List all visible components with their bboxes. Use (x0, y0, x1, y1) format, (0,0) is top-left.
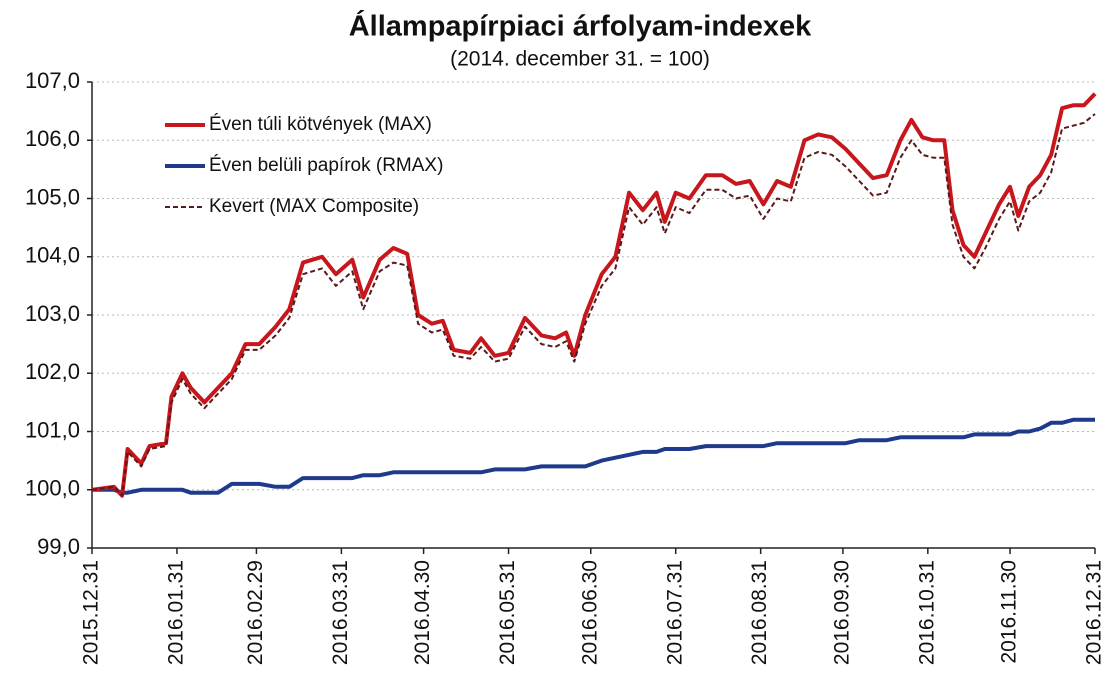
y-tick-label: 102,0 (25, 359, 80, 384)
x-tick-label: 2016.01.31 (165, 560, 188, 665)
x-tick-label: 2016.06.30 (578, 560, 601, 665)
y-tick-label: 106,0 (25, 126, 80, 151)
x-tick-label: 2015.12.31 (80, 560, 103, 665)
x-tick-label: 2016.04.30 (411, 560, 434, 665)
x-tick-label: 2016.05.31 (496, 560, 519, 665)
legend-label: Éven belüli papírok (RMAX) (209, 155, 443, 176)
y-tick-label: 101,0 (25, 417, 80, 442)
y-tick-label: 99,0 (37, 534, 80, 559)
x-tick-label: 2016.07.31 (663, 560, 686, 665)
y-tick-label: 105,0 (25, 184, 80, 209)
series-line (91, 113, 1096, 497)
x-tick-label: 2016.03.31 (329, 560, 352, 665)
series-line (91, 92, 1097, 498)
x-tick-label: 2016.11.30 (998, 560, 1021, 664)
y-tick-label: 103,0 (25, 301, 80, 326)
y-tick-label: 107,0 (25, 68, 80, 93)
x-tick-label: 2016.02.29 (244, 560, 267, 665)
series-line (92, 417, 1095, 495)
x-tick-label: 2016.08.31 (748, 560, 771, 665)
legend-label: Éven túli kötvények (MAX) (209, 114, 432, 135)
y-tick-label: 100,0 (25, 476, 80, 501)
legend-label: Kevert (MAX Composite) (209, 196, 419, 217)
x-tick-label: 2016.12.31 (1083, 560, 1106, 665)
chart-subtitle: (2014. december 31. = 100) (450, 48, 710, 71)
x-tick-label: 2016.10.31 (915, 560, 938, 665)
chart-title: Állampapírpiaci árfolyam-indexek (349, 9, 812, 43)
y-tick-label: 104,0 (25, 243, 80, 268)
x-tick-label: 2016.09.30 (830, 560, 853, 665)
